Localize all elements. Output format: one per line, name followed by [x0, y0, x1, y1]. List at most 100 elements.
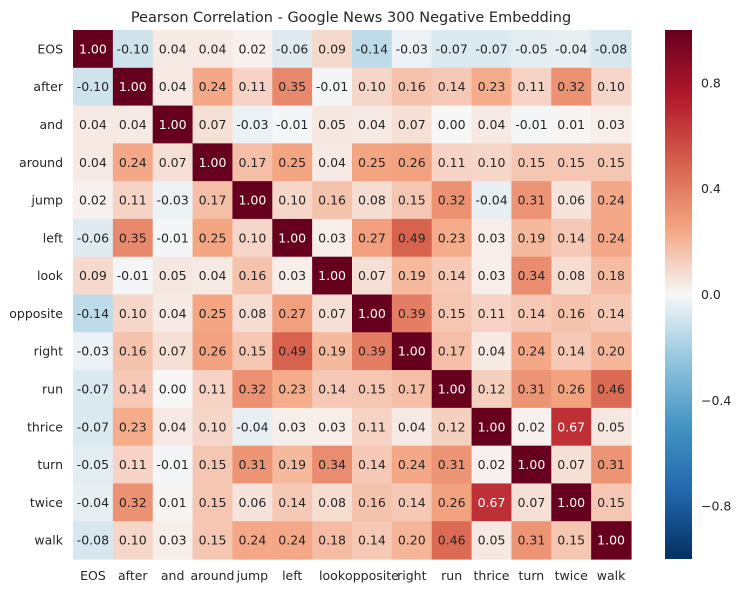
cell-value-label: 0.26 [438, 495, 466, 510]
cell-value-label: 0.15 [438, 306, 466, 321]
cell-value-label: 0.31 [597, 457, 625, 472]
heatmap-cell [352, 332, 393, 371]
heatmap-cell [272, 445, 313, 485]
cell-value-label: 0.01 [557, 117, 585, 132]
heatmap-cell [471, 407, 513, 447]
y-tick-label: around [19, 155, 63, 170]
heatmap-cell [232, 256, 273, 296]
heatmap-cells [73, 30, 632, 560]
colorbar-tick-label: 0.8 [701, 75, 721, 90]
cell-value-label: 0.17 [199, 193, 227, 208]
cell-value-label: 0.14 [358, 457, 386, 472]
cell-value-label: 0.14 [557, 344, 585, 359]
heatmap-cell [391, 521, 433, 560]
heatmap-cell [232, 445, 273, 485]
cell-value-label: 0.04 [199, 41, 227, 56]
heatmap-cell [192, 407, 234, 447]
cell-value-label: 0.24 [119, 155, 147, 170]
cell-value-label: 0.19 [517, 230, 545, 245]
cell-value-label: 0.20 [398, 533, 426, 548]
heatmap-cell [591, 370, 632, 409]
heatmap-cell [431, 67, 473, 107]
cell-value-label: 0.15 [597, 495, 625, 510]
colorbar-tick-label: −0.4 [701, 393, 731, 408]
heatmap-cell [73, 181, 114, 220]
heatmap-cell [192, 256, 234, 296]
cell-value-label: -0.07 [77, 419, 109, 434]
heatmap-cell [73, 332, 114, 371]
heatmap-cell [511, 181, 552, 220]
cell-value-label: 0.04 [398, 419, 426, 434]
y-tick-label: thrice [27, 419, 63, 434]
cell-value-label: 0.10 [358, 79, 386, 94]
heatmap-cell [591, 67, 632, 107]
heatmap-cell [112, 30, 154, 69]
heatmap-cell [152, 294, 194, 333]
cell-value-label: 0.05 [318, 117, 346, 132]
heatmap-cell [591, 30, 632, 69]
cell-value-label: -0.06 [77, 230, 109, 245]
cell-value-label: -0.01 [117, 268, 149, 283]
cell-value-label: 0.17 [398, 381, 426, 396]
cell-value-label: 0.15 [557, 155, 585, 170]
heatmap-cell [352, 483, 393, 522]
heatmap-cell [192, 181, 234, 220]
heatmap-cell [73, 67, 114, 107]
cell-value-label: 0.46 [597, 381, 625, 396]
heatmap-cell [312, 218, 353, 258]
cell-value-label: -0.10 [77, 79, 109, 94]
cell-value-label: 0.10 [119, 306, 147, 321]
heatmap-cell [152, 143, 194, 182]
heatmap-cell [391, 143, 433, 182]
cell-value-label: -0.08 [77, 533, 109, 548]
heatmap-cell [73, 218, 114, 258]
heatmap-cell [112, 407, 154, 447]
cell-value-label: 0.19 [318, 344, 346, 359]
heatmap-cell [352, 407, 393, 447]
cell-value-label: -0.01 [316, 79, 348, 94]
cell-value-label: 0.12 [438, 419, 466, 434]
heatmap-cell [591, 332, 632, 371]
heatmap-cell [312, 30, 353, 69]
heatmap-cell [551, 370, 592, 409]
heatmap-cell [391, 105, 433, 144]
y-tick-label: run [42, 381, 63, 396]
cell-value-label: 0.25 [199, 306, 227, 321]
cell-value-label: 0.04 [318, 155, 346, 170]
cell-value-label: 0.04 [159, 79, 187, 94]
heatmap-cell [112, 521, 154, 560]
x-tick-label: run [441, 568, 462, 583]
cell-value-label: 0.24 [597, 230, 625, 245]
heatmap-cell [272, 407, 313, 447]
heatmap-cell [192, 143, 234, 182]
cell-value-label: 0.07 [398, 117, 426, 132]
cell-value-label: 0.11 [358, 419, 386, 434]
heatmap-cell [152, 256, 194, 296]
cell-value-label: 0.10 [478, 155, 506, 170]
cell-value-label: 0.23 [278, 381, 306, 396]
colorbar-tick-label: 0.4 [701, 181, 721, 196]
cell-value-label: -0.04 [77, 495, 109, 510]
cell-value-label: 0.15 [517, 155, 545, 170]
heatmap-cell [551, 294, 592, 333]
cell-value-label: 0.39 [398, 306, 426, 321]
cell-value-label: 0.04 [478, 117, 506, 132]
heatmap-cell [192, 370, 234, 409]
cell-value-label: 0.49 [398, 230, 426, 245]
cell-value-label: -0.05 [515, 41, 547, 56]
cell-value-label: 0.35 [278, 79, 306, 94]
heatmap-cell [511, 218, 552, 258]
cell-value-label: 1.00 [278, 230, 306, 245]
heatmap-cell [391, 181, 433, 220]
cell-value-label: 0.16 [398, 79, 426, 94]
cell-value-label: 0.31 [517, 381, 545, 396]
cell-value-label: 0.11 [438, 155, 466, 170]
heatmap-cell [511, 256, 552, 296]
y-tick-label: walk [34, 533, 63, 548]
heatmap-cell [112, 483, 154, 522]
cell-value-label: 0.05 [478, 533, 506, 548]
cell-value-label: 0.32 [119, 495, 147, 510]
heatmap-cell [352, 445, 393, 485]
heatmap-cell [152, 521, 194, 560]
cell-value-label: 0.14 [438, 268, 466, 283]
